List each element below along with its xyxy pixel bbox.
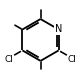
Text: Cl: Cl <box>67 55 76 64</box>
Text: Cl: Cl <box>5 55 14 64</box>
Text: N: N <box>55 24 62 34</box>
